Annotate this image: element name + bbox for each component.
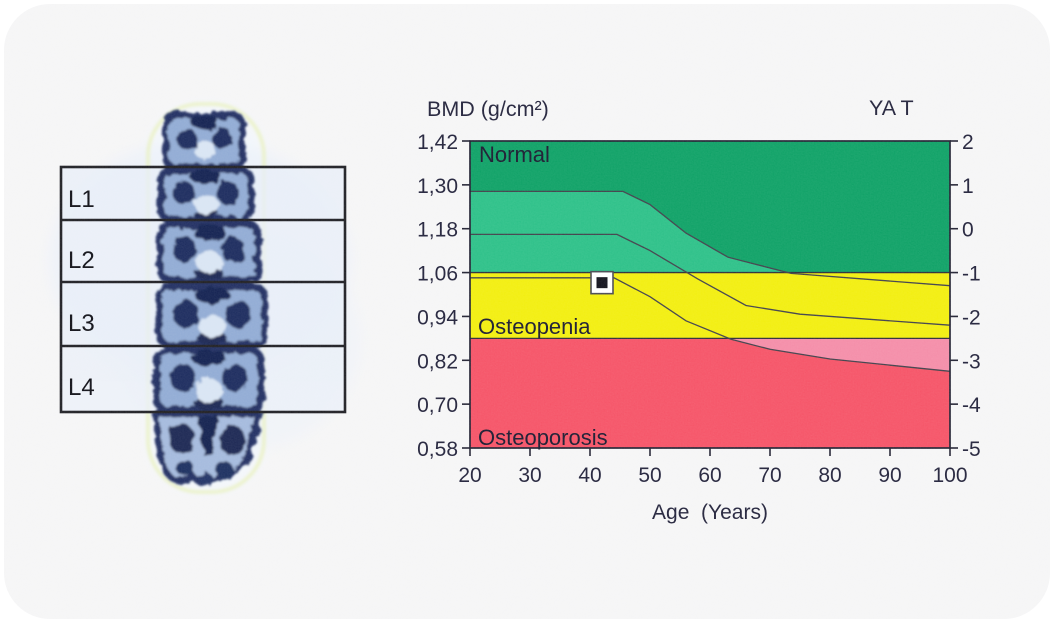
vertebra-l2 <box>156 220 262 284</box>
roi-label-l3: L3 <box>68 310 95 337</box>
vertebra-l3 <box>155 283 269 349</box>
x-tick-label: 80 <box>818 464 841 487</box>
y-right-tick-label: 0 <box>962 219 974 242</box>
spine-scan-image <box>151 111 269 486</box>
chart-title-ya-t: YA T <box>869 96 914 120</box>
zone-label-osteopenia: Osteopenia <box>478 314 591 339</box>
y-left-tick-label: 1,18 <box>417 219 458 242</box>
y-right-tick-label: -1 <box>962 263 981 286</box>
x-axis-label: Age (Years) <box>652 501 768 524</box>
x-tick-label: 20 <box>458 464 481 487</box>
y-left-tick-label: 0,70 <box>417 394 458 417</box>
y-right-tick-label: -2 <box>962 306 981 329</box>
x-tick-label: 70 <box>758 464 781 487</box>
roi-label-l1: L1 <box>68 186 95 213</box>
zone-label-osteoporosis: Osteoporosis <box>478 425 608 450</box>
roi-label-l2: L2 <box>68 247 95 274</box>
x-tick-label: 90 <box>878 464 901 487</box>
vertebra-l4 <box>153 346 265 414</box>
y-left-tick-label: 1,06 <box>417 263 458 286</box>
y-right-tick-label: -4 <box>962 394 981 417</box>
x-tick-label: 100 <box>932 464 967 487</box>
y-left-tick-label: 0,58 <box>417 438 458 461</box>
zone-label-normal: Normal <box>479 142 550 167</box>
vertebra-t12 <box>162 111 246 171</box>
y-right-tick-label: -3 <box>962 350 981 373</box>
spine-scan-panel: L1 L2 L3 L4 <box>50 102 360 494</box>
y-left-tick-label: 0,94 <box>417 306 458 329</box>
chart-title-bmd: BMD (g/cm²) <box>427 97 549 121</box>
x-tick-label: 50 <box>638 464 661 487</box>
y-left-tick-label: 1,42 <box>417 131 458 154</box>
x-tick-label: 30 <box>518 464 541 487</box>
y-right-tick-label: 1 <box>962 175 974 198</box>
patient-datapoint <box>596 277 608 289</box>
y-right-tick-label: -5 <box>962 438 981 461</box>
vertebra-l1 <box>157 166 255 224</box>
x-tick-label: 60 <box>698 464 721 487</box>
x-tick-label: 40 <box>578 464 601 487</box>
roi-label-l4: L4 <box>68 374 95 401</box>
y-right-tick-label: 2 <box>962 131 974 154</box>
y-left-tick-label: 0,82 <box>417 350 458 373</box>
y-left-tick-label: 1,30 <box>417 175 458 198</box>
